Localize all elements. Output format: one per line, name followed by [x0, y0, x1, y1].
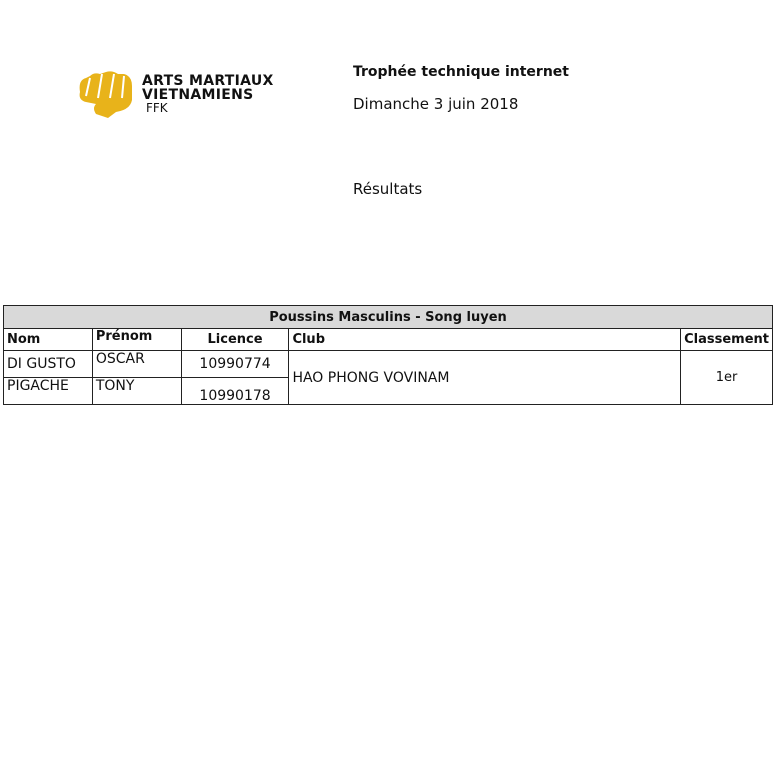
table-header-row: Nom Prénom Licence Club Classement — [3, 328, 773, 351]
section-title: Résultats — [353, 180, 423, 198]
cell-prenom: TONY — [91, 377, 182, 405]
event-date: Dimanche 3 juin 2018 — [353, 95, 519, 113]
results-table: Poussins Masculins - Song luyen Nom Prén… — [3, 305, 773, 405]
cell-licence: 10990178 — [180, 377, 290, 405]
col-nom: Nom — [3, 328, 93, 351]
col-classement: Classement — [680, 328, 773, 351]
logo-line1: ARTS MARTIAUX — [142, 73, 274, 89]
cell-licence: 10990774 — [180, 350, 290, 378]
cell-prenom: OSCAR — [91, 350, 182, 378]
cell-nom: DI GUSTO — [3, 350, 93, 378]
col-licence: Licence — [180, 328, 290, 351]
event-title: Trophée technique internet — [353, 64, 569, 80]
table-row: PIGACHE TONY 10990178 — [3, 377, 773, 405]
cell-classement: 1er — [680, 350, 773, 405]
table-caption: Poussins Masculins - Song luyen — [3, 305, 773, 329]
cell-club: HAO PHONG VOVINAM — [288, 350, 682, 405]
cell-nom: PIGACHE — [3, 377, 93, 405]
col-prenom: Prénom — [91, 328, 182, 351]
logo-line2: VIETNAMIENS — [142, 87, 254, 103]
table-row: DI GUSTO OSCAR 10990774 HAO PHONG VOVINA… — [3, 350, 773, 405]
fist-icon — [79, 71, 132, 118]
logo-line3: FFK — [146, 101, 168, 115]
col-club: Club — [288, 328, 682, 351]
